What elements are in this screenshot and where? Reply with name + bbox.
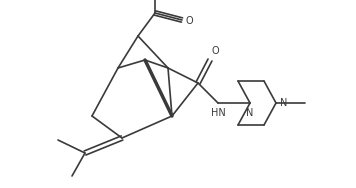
- Text: O: O: [212, 46, 220, 56]
- Text: HN: HN: [211, 108, 225, 118]
- Text: N: N: [246, 108, 254, 118]
- Text: O: O: [185, 16, 193, 26]
- Text: HO: HO: [142, 0, 157, 1]
- Text: N: N: [280, 98, 287, 108]
